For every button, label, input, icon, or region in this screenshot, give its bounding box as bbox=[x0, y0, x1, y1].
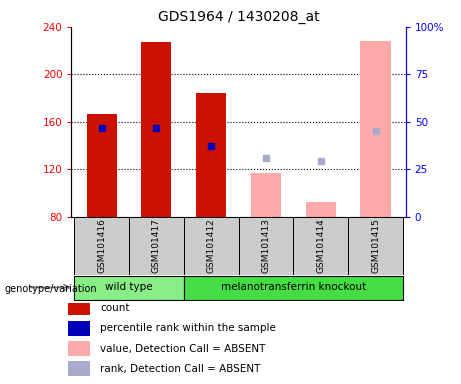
Bar bbox=[68, 341, 90, 356]
Bar bbox=[68, 361, 90, 376]
Bar bbox=[239, 217, 293, 275]
Text: count: count bbox=[100, 303, 130, 313]
Bar bbox=[184, 217, 239, 275]
Bar bbox=[196, 93, 226, 217]
Bar bbox=[361, 41, 390, 217]
Title: GDS1964 / 1430208_at: GDS1964 / 1430208_at bbox=[158, 10, 319, 25]
Text: wild type: wild type bbox=[105, 283, 153, 293]
Text: GSM101412: GSM101412 bbox=[207, 218, 216, 273]
Bar bbox=[348, 217, 403, 275]
Bar bbox=[129, 217, 184, 275]
Text: GSM101417: GSM101417 bbox=[152, 218, 161, 273]
Text: rank, Detection Call = ABSENT: rank, Detection Call = ABSENT bbox=[100, 364, 260, 374]
Text: percentile rank within the sample: percentile rank within the sample bbox=[100, 323, 276, 333]
Bar bbox=[142, 42, 171, 217]
Text: genotype/variation: genotype/variation bbox=[5, 284, 97, 294]
Bar bbox=[68, 321, 90, 336]
Bar bbox=[293, 217, 348, 275]
Text: GSM101416: GSM101416 bbox=[97, 218, 106, 273]
Text: melanotransferrin knockout: melanotransferrin knockout bbox=[221, 283, 366, 293]
Bar bbox=[74, 276, 184, 300]
Text: GSM101415: GSM101415 bbox=[371, 218, 380, 273]
Bar bbox=[306, 202, 336, 217]
Bar bbox=[68, 301, 90, 316]
Bar bbox=[87, 114, 117, 217]
Bar bbox=[184, 276, 403, 300]
Bar bbox=[251, 173, 281, 217]
Text: GSM101414: GSM101414 bbox=[316, 218, 325, 273]
Text: value, Detection Call = ABSENT: value, Detection Call = ABSENT bbox=[100, 344, 266, 354]
Bar bbox=[74, 217, 129, 275]
Text: GSM101413: GSM101413 bbox=[261, 218, 271, 273]
